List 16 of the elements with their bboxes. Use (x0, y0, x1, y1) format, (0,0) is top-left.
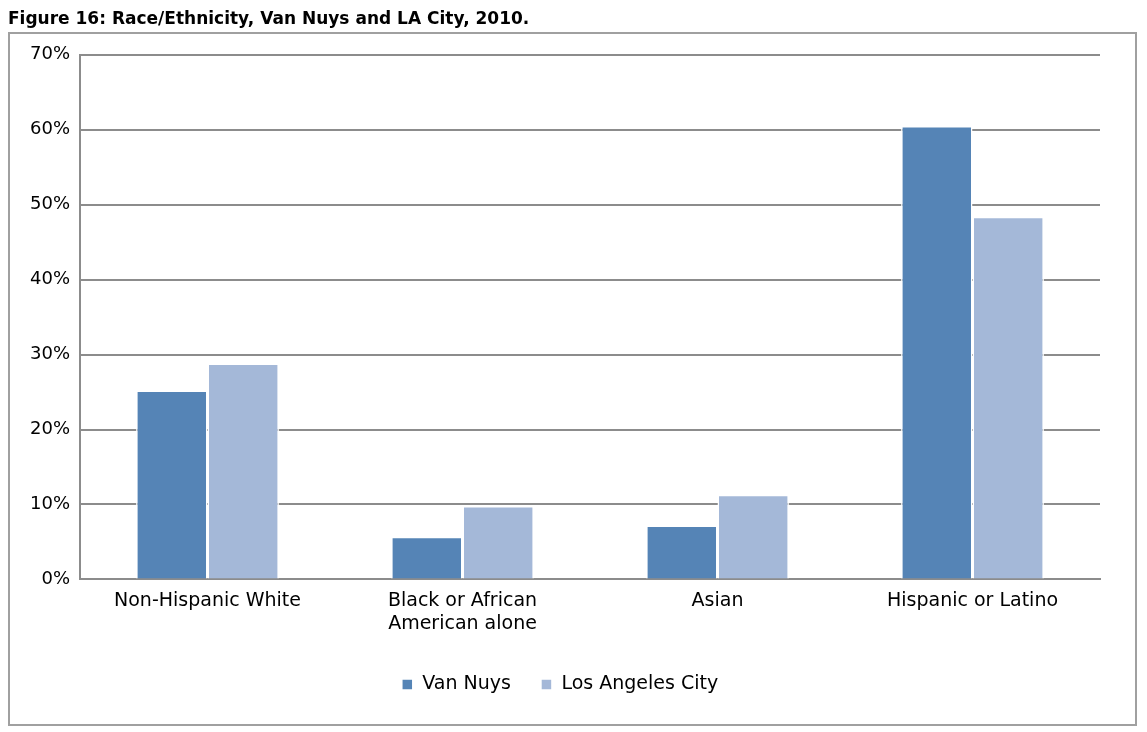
y-tick-label: 70% (29, 42, 71, 64)
legend-label: Van Nuys (422, 671, 511, 694)
x-tick-label: Hispanic or Latino (886, 587, 1059, 610)
category-label: Black or African (387, 587, 538, 610)
y-tick-label: 20% (29, 417, 71, 439)
legend-label: Los Angeles City (561, 671, 719, 694)
y-tick-label: 40% (29, 267, 71, 289)
x-tick-label: Non-Hispanic White (114, 587, 301, 610)
x-tick-label: Asian (691, 587, 744, 610)
y-tick-label: 30% (29, 342, 71, 364)
y-tick-label: 0% (41, 567, 71, 589)
y-tick-label: 10% (29, 492, 71, 514)
chart-title: Figure 16: Race/Ethnicity, Van Nuys and LA City, 2010. (8, 8, 531, 30)
y-tick-label: 50% (29, 192, 71, 214)
category-label: American alone (388, 610, 537, 633)
y-tick-label: 60% (29, 117, 71, 139)
